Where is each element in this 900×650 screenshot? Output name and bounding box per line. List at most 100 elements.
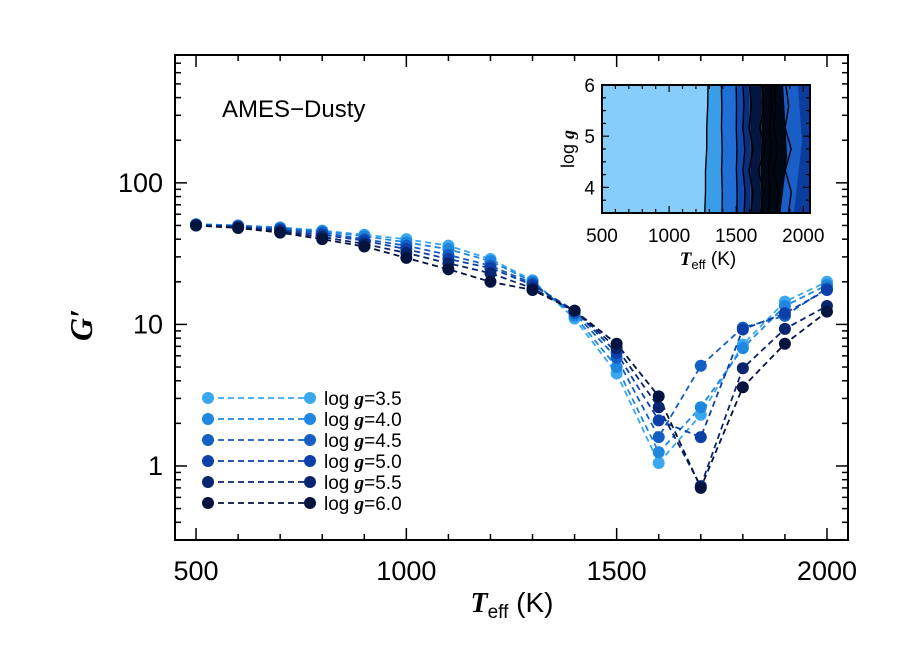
- contour-line: [735, 84, 738, 214]
- contour-line: [772, 84, 779, 214]
- series-line: [195, 224, 828, 489]
- legend-marker: [202, 476, 214, 488]
- legend-item: log g=6.0: [202, 494, 402, 515]
- data-point: [736, 381, 749, 394]
- data-point: [652, 401, 665, 414]
- contour-line: [784, 84, 793, 214]
- data-point: [484, 267, 497, 280]
- y-axis-label: G′: [63, 309, 99, 341]
- series-points: [190, 218, 833, 469]
- annotation-label: AMES−Dusty: [222, 96, 365, 123]
- data-point: [694, 431, 707, 444]
- data-point: [652, 431, 665, 444]
- data-point: [694, 359, 707, 372]
- inset-y-tick-label: 5: [584, 127, 595, 148]
- data-point: [652, 456, 665, 469]
- contour-line: [704, 84, 709, 214]
- series-layer: [190, 218, 833, 494]
- data-point: [778, 337, 791, 350]
- series: [195, 224, 828, 489]
- legend-item: log g=3.5: [202, 389, 402, 410]
- legend-marker: [304, 476, 316, 488]
- series-points: [190, 219, 833, 494]
- inset-chart: 500 1000 1500 2000 4 5 6 Teff (K) log g: [558, 76, 824, 272]
- series-line: [195, 224, 828, 491]
- inset-x-tick-label: 2000: [782, 226, 824, 247]
- series: [195, 223, 828, 454]
- y-tick-label: 10: [133, 309, 163, 339]
- data-point: [736, 323, 749, 336]
- x-tick-label: 1500: [587, 556, 647, 586]
- series-line: [195, 224, 828, 439]
- data-point: [610, 361, 623, 374]
- main-plot: [174, 54, 849, 541]
- contour-band: [749, 85, 762, 213]
- y-tick-label: 1: [148, 451, 163, 481]
- data-point: [694, 401, 707, 414]
- contour-line: [748, 84, 754, 214]
- data-point: [820, 284, 833, 297]
- data-point: [610, 337, 623, 350]
- legend-item: log g=4.0: [202, 410, 402, 431]
- legend-marker: [304, 434, 316, 446]
- legend-marker: [304, 497, 316, 509]
- inset-x-tick-label: 500: [586, 226, 618, 247]
- inset-y-axis-label: log g: [558, 130, 578, 168]
- data-point: [358, 240, 371, 253]
- contour-line: [767, 84, 773, 214]
- legend-label: log g=5.5: [324, 473, 402, 494]
- x-tick-label: 1000: [376, 556, 436, 586]
- data-point: [400, 251, 413, 264]
- series-line: [195, 224, 828, 439]
- data-point: [652, 446, 665, 459]
- data-point: [316, 233, 329, 246]
- series: [195, 224, 828, 491]
- legend-item: log g=5.5: [202, 473, 402, 494]
- plot-frame: [174, 54, 849, 541]
- data-point: [820, 305, 833, 318]
- legend-label: log g=4.5: [324, 431, 402, 452]
- legend-marker: [304, 455, 316, 467]
- inset-x-axis-label: Teff (K): [680, 249, 736, 272]
- legend-marker: [202, 497, 214, 509]
- data-point: [736, 342, 749, 355]
- legend-marker: [202, 455, 214, 467]
- inset-x-tick-label: 1000: [648, 226, 690, 247]
- contour-line: [720, 84, 724, 214]
- series-line: [195, 223, 828, 454]
- x-axis-label: Teff (K): [471, 587, 554, 623]
- series-points: [190, 218, 833, 444]
- y-tick-label: 100: [118, 168, 163, 198]
- legend-marker: [202, 434, 214, 446]
- series-points: [190, 218, 833, 444]
- series: [195, 224, 828, 439]
- legend-marker: [202, 413, 214, 425]
- axes-layer: 500 1000 1500 2000 1 10 100: [118, 54, 857, 586]
- contour-band: [742, 85, 751, 213]
- contour-band: [736, 85, 745, 213]
- contour-line: [742, 84, 746, 214]
- x-tick-label: 500: [174, 556, 219, 586]
- inset-y-tick-label: 6: [584, 76, 595, 97]
- data-point: [568, 304, 581, 317]
- series: [195, 224, 828, 439]
- data-point: [274, 226, 287, 239]
- contour-band: [704, 85, 723, 213]
- legend-marker: [202, 392, 214, 404]
- data-point: [190, 219, 203, 232]
- legend-item: log g=4.5: [202, 431, 402, 452]
- inset-x-tick-label: 1500: [715, 226, 757, 247]
- legend-label: log g=6.0: [324, 494, 402, 515]
- data-point: [484, 275, 497, 288]
- legend-label: log g=4.0: [324, 410, 402, 431]
- contour-band: [721, 85, 737, 213]
- legend-label: log g=3.5: [324, 389, 402, 410]
- data-point: [652, 390, 665, 403]
- inset-y-tick-label: 4: [584, 178, 595, 199]
- data-point: [778, 307, 791, 320]
- contour-band: [602, 85, 708, 213]
- data-point: [736, 362, 749, 375]
- data-point: [778, 322, 791, 335]
